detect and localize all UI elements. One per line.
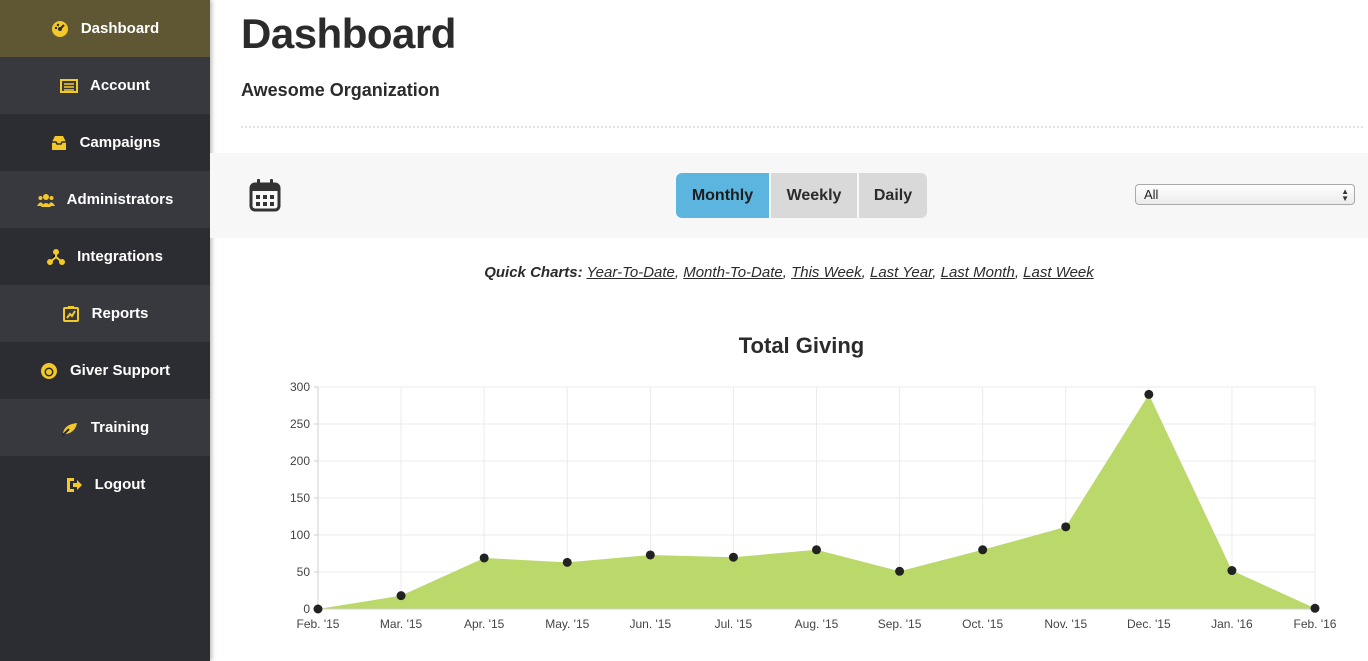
x-tick-label: Oct. '15	[962, 617, 1003, 631]
data-point	[1144, 389, 1154, 399]
y-tick-label: 200	[290, 454, 310, 468]
y-tick-label: 100	[290, 528, 310, 542]
sidebar-item-account[interactable]: Account	[0, 57, 210, 114]
data-point	[1061, 522, 1071, 532]
quick-link-this-week[interactable]: This Week	[791, 264, 862, 281]
data-point	[895, 566, 905, 576]
chart-title: Total Giving	[738, 333, 865, 358]
y-tick-label: 300	[290, 380, 310, 394]
chart-icon	[62, 305, 80, 323]
weekly-button[interactable]: Weekly	[769, 173, 857, 218]
quick-charts-label: Quick Charts:	[484, 264, 583, 281]
total-giving-chart: 0 50 100 150 200 250 300 Feb. '15 Mar. '15 Apr. '…	[210, 370, 1368, 661]
quick-link-month-to-date[interactable]: Month-To-Date	[683, 264, 783, 281]
period-toggle: Monthly Weekly Daily	[676, 173, 927, 218]
sidebar-item-administrators[interactable]: Administrators	[0, 171, 210, 228]
dashboard-gauge-icon	[51, 20, 69, 38]
x-tick-label: Feb. '16	[1294, 617, 1337, 631]
data-point	[645, 550, 655, 560]
logout-icon	[65, 476, 83, 494]
data-point	[313, 604, 323, 614]
organization-name: Awesome Organization	[241, 80, 440, 100]
users-icon	[36, 191, 55, 209]
daily-button[interactable]: Daily	[857, 173, 927, 218]
x-tick-label: Sep. '15	[878, 617, 922, 631]
sidebar-item-logout[interactable]: Logout	[0, 456, 210, 513]
sidebar-item-label: Integrations	[77, 248, 163, 265]
data-point	[396, 591, 406, 601]
sidebar-item-campaigns[interactable]: Campaigns	[0, 114, 210, 171]
data-point	[479, 553, 489, 563]
x-tick-label: Apr. '15	[464, 617, 505, 631]
quick-link-last-week[interactable]: Last Week	[1023, 264, 1094, 281]
inbox-icon	[50, 134, 68, 152]
data-point	[1227, 566, 1237, 576]
list-icon	[60, 77, 78, 95]
sidebar-item-label: Dashboard	[80, 20, 160, 37]
sidebar-item-integrations[interactable]: Integrations	[0, 228, 210, 285]
chart-toolbar: Monthly Weekly Daily All ▲ ▼	[210, 153, 1368, 238]
sidebar-item-label: Administrators	[66, 191, 174, 208]
sidebar: Dashboard Account Campaigns Administrators I…	[0, 0, 210, 661]
data-point	[1310, 603, 1320, 613]
quick-link-last-month[interactable]: Last Month	[940, 264, 1015, 281]
sidebar-item-label: Giver Support	[69, 362, 170, 379]
y-tick-label: 50	[297, 565, 311, 579]
divider	[241, 126, 1363, 128]
main-content: Dashboard Awesome Organization Monthly W…	[210, 0, 1368, 661]
x-tick-label: Nov. '15	[1044, 617, 1087, 631]
y-tick-label: 150	[290, 491, 310, 505]
chart-svg: 0 50 100 150 200 250 300 Feb. '15 Mar. '15 Apr. '…	[290, 380, 1337, 631]
sidebar-item-training[interactable]: Training	[0, 399, 210, 456]
support-icon	[40, 362, 58, 380]
sidebar-item-label: Logout	[94, 476, 146, 493]
quick-link-last-year[interactable]: Last Year	[869, 264, 933, 281]
quick-link-year-to-date[interactable]: Year-To-Date	[586, 264, 675, 281]
page-title: Dashboard	[241, 10, 456, 57]
x-tick-label: Jun. '15	[630, 617, 672, 631]
monthly-button[interactable]: Monthly	[676, 173, 769, 218]
filter-select[interactable]: All ▲ ▼	[1135, 184, 1355, 205]
y-tick-label: 0	[303, 602, 310, 616]
filter-select-value: All	[1144, 187, 1159, 202]
x-tick-label: Feb. '15	[297, 617, 340, 631]
data-point	[728, 552, 738, 562]
sidebar-item-giver-support[interactable]: Giver Support	[0, 342, 210, 399]
sidebar-item-dashboard[interactable]: Dashboard	[0, 0, 210, 57]
sidebar-item-label: Account	[90, 77, 150, 94]
quick-charts: Quick Charts: Year-To-Date, Month-To-Dat…	[484, 264, 1094, 281]
data-point	[562, 557, 572, 567]
sidebar-item-label: Campaigns	[79, 134, 161, 151]
x-tick-label: Mar. '15	[380, 617, 423, 631]
sidebar-item-label: Reports	[91, 305, 149, 322]
x-tick-label: Jul. '15	[715, 617, 753, 631]
giving-area	[318, 394, 1315, 609]
sidebar-item-reports[interactable]: Reports	[0, 285, 210, 342]
sidebar-item-label: Training	[90, 419, 150, 436]
y-tick-label: 250	[290, 417, 310, 431]
x-tick-label: May. '15	[545, 617, 589, 631]
select-arrows-icon: ▲ ▼	[1341, 187, 1349, 203]
training-icon	[61, 419, 79, 437]
data-point	[812, 545, 821, 555]
data-point	[978, 545, 988, 555]
calendar-icon[interactable]	[248, 178, 282, 212]
x-tick-label: Aug. '15	[795, 617, 839, 631]
x-tick-label: Dec. '15	[1127, 617, 1171, 631]
network-icon	[47, 248, 66, 266]
x-tick-label: Jan. '16	[1211, 617, 1253, 631]
